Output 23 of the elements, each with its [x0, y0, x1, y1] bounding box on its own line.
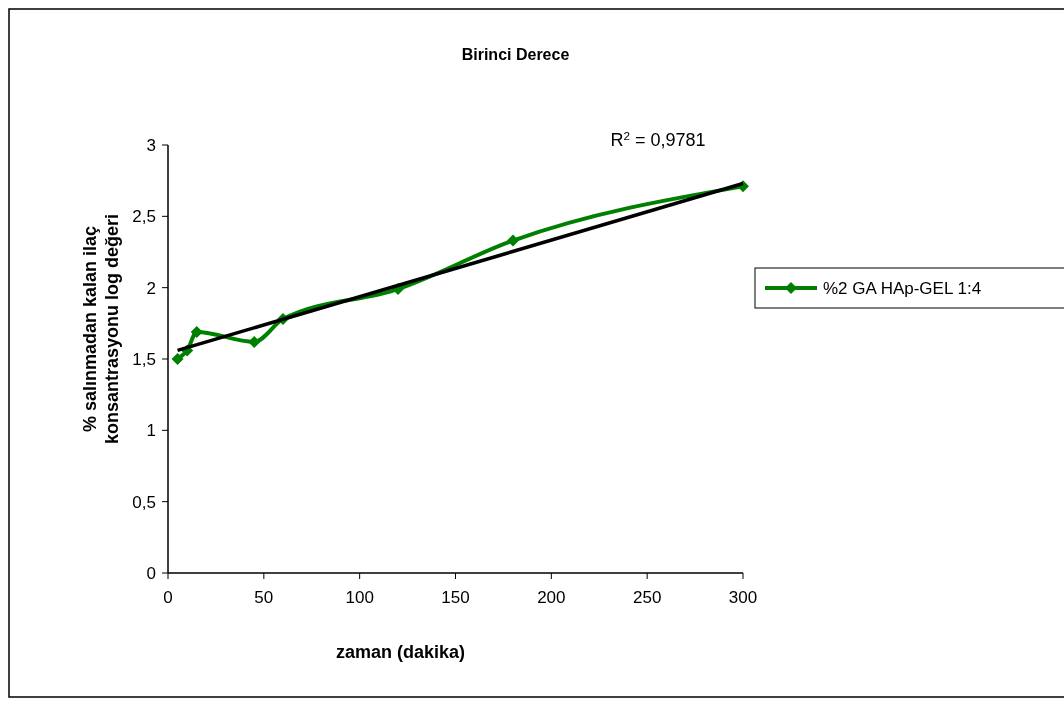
legend-label: %2 GA HAp-GEL 1:4 — [823, 278, 982, 298]
x-tick-label: 100 — [345, 588, 374, 607]
y-axis-title: % salınmadan kalan ilaç konsantrasyonu log değeri — [80, 213, 122, 445]
x-axis-title: zaman (dakika) — [335, 642, 466, 662]
y-tick-label: 1 — [146, 421, 156, 441]
x-tick-label: 300 — [728, 588, 758, 607]
x-tick-label: 200 — [537, 588, 566, 607]
y-tick-label: 2,5 — [132, 207, 156, 227]
x-tick-label: 0 — [163, 588, 173, 607]
y-tick-label: 1,5 — [132, 349, 156, 369]
x-tick-label: 150 — [441, 588, 470, 607]
point — [248, 335, 261, 348]
x-tick-label: 50 — [254, 588, 274, 607]
y-tick-label: 2 — [146, 278, 156, 298]
y-tick-label: 0 — [146, 563, 156, 583]
y-tick-label: 0,5 — [132, 492, 156, 512]
annotation: R$^{2}$ = 0,9781 — [610, 128, 706, 150]
y-tick-label: 3 — [146, 135, 156, 155]
point — [171, 353, 184, 365]
point — [507, 234, 519, 247]
x-tick-label: 250 — [632, 588, 662, 607]
chart-title: Birinci Derece — [461, 46, 570, 63]
point — [190, 325, 203, 338]
